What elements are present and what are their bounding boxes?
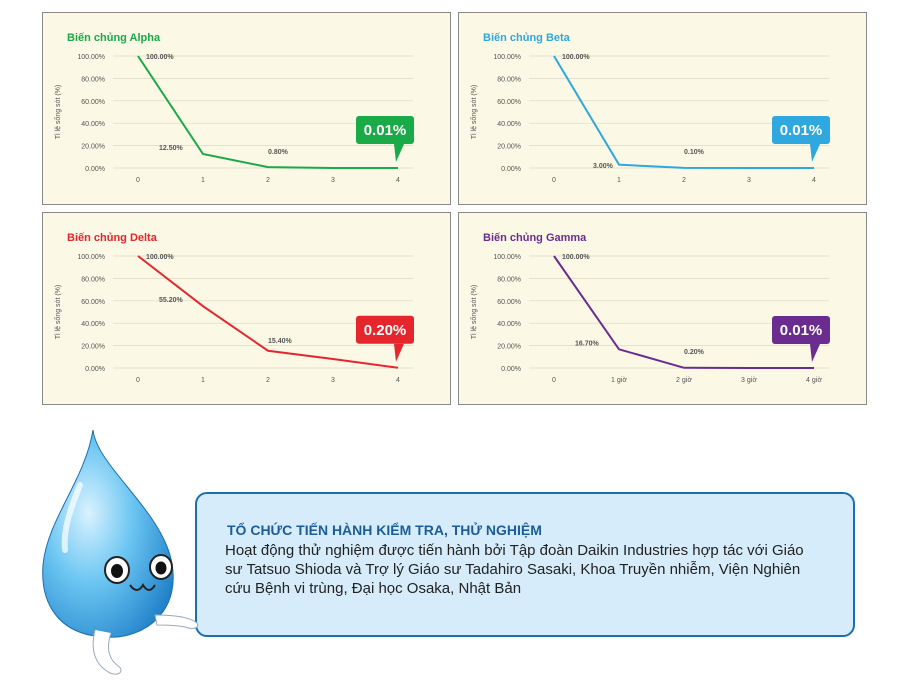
callout-box: [772, 315, 830, 344]
chart-title: Biến chủng Alpha: [67, 32, 161, 44]
callout-label: 0.01%: [364, 122, 407, 139]
x-tick-label: 4: [396, 177, 400, 184]
chart-panel-gamma: Biến chủng Gamma 100.00% 80.00% 60.00% 40.00…: [458, 212, 867, 405]
x-tick-label: 2: [682, 177, 686, 184]
y-tick-label: 100.00%: [493, 254, 521, 261]
x-tick-label: 0: [136, 177, 140, 184]
x-tick-label: 1: [201, 177, 205, 184]
y-tick-label: 40.00%: [81, 121, 105, 128]
y-tick-label: 40.00%: [497, 321, 521, 328]
y-tick-label: 100.00%: [77, 54, 105, 61]
data-label: 0.20%: [684, 349, 705, 356]
y-tick-label: 60.00%: [497, 299, 521, 306]
info-title: TỔ CHỨC TIẾN HÀNH KIỂM TRA, THỬ NGHIỆM: [227, 522, 542, 538]
x-tick-label: 4: [396, 377, 400, 384]
x-tick-label: 1: [617, 177, 621, 184]
x-tick-label: 3: [747, 177, 751, 184]
y-tick-label: 0.00%: [85, 366, 105, 373]
callout-box: [772, 115, 830, 144]
callout-label: 0.01%: [780, 322, 823, 339]
x-tick-label: 2: [266, 377, 270, 384]
data-label: 0.80%: [268, 149, 289, 156]
x-tick-label: 4 giờ: [806, 377, 822, 384]
x-tick-label: 3: [331, 377, 335, 384]
data-label: 0.10%: [684, 149, 705, 156]
data-label: 16.70%: [575, 340, 600, 347]
y-axis-label: Tỉ lệ sống sót (%): [469, 285, 478, 339]
y-tick-label: 80.00%: [497, 76, 521, 83]
y-tick-label: 20.00%: [81, 144, 105, 151]
x-tick-label: 2 giờ: [676, 377, 692, 384]
x-tick-label: 3: [331, 177, 335, 184]
callout-box: [356, 115, 414, 144]
chart-svg: Biến chủng Beta100.00%80.00%60.00%40.00%…: [469, 32, 830, 184]
y-tick-label: 80.00%: [497, 276, 521, 283]
callout-pointer: [810, 343, 820, 362]
info-body: Hoạt động thử nghiệm được tiến hành bởi …: [225, 542, 804, 597]
x-tick-label: 0: [136, 377, 140, 384]
data-label: 55.20%: [159, 297, 184, 304]
y-tick-label: 80.00%: [81, 276, 105, 283]
y-tick-label: 0.00%: [501, 166, 521, 173]
y-tick-label: 0.00%: [501, 366, 521, 373]
data-label: 3.00%: [593, 163, 614, 170]
data-label: 100.00%: [562, 54, 590, 61]
y-tick-label: 20.00%: [497, 144, 521, 151]
chart-panel-alpha: Biến chủng Alpha 100.00% 80.00% 60.00% 40.00…: [42, 12, 451, 205]
y-axis-label: Tỉ lệ sống sót (%): [469, 85, 478, 139]
x-tick-label: 0: [552, 377, 556, 384]
series-line: [553, 55, 815, 169]
callout-pointer: [394, 143, 404, 162]
y-axis-label: Tỉ lệ sống sót (%): [53, 285, 62, 339]
data-label: 15.40%: [268, 338, 293, 345]
callout-pointer: [810, 143, 820, 162]
callout-label: 0.20%: [364, 322, 407, 339]
y-tick-label: 20.00%: [497, 344, 521, 351]
data-label: 12.50%: [159, 145, 184, 152]
y-tick-label: 80.00%: [81, 76, 105, 83]
data-label: 100.00%: [562, 254, 590, 261]
y-tick-label: 40.00%: [497, 121, 521, 128]
x-tick-label: 3 giờ: [741, 377, 757, 384]
x-tick-label: 2: [266, 177, 270, 184]
callout-pointer: [394, 343, 404, 362]
y-axis-label: Tỉ lệ sống sót (%): [53, 85, 62, 139]
chart-svg: Biến chủng Alpha100.00%80.00%60.00%40.00…: [53, 32, 414, 184]
series-line: [553, 255, 815, 369]
callout-label: 0.01%: [780, 122, 823, 139]
chart-title: Biến chủng Gamma: [483, 232, 587, 244]
y-tick-label: 60.00%: [81, 99, 105, 106]
x-tick-label: 0: [552, 177, 556, 184]
chart-title: Biến chủng Beta: [483, 32, 571, 44]
chart-panel-delta: Biến chủng Delta 100.00% 80.00% 60.00% 40.00…: [42, 212, 451, 405]
callout-box: [356, 315, 414, 344]
chart-panel-beta: Biến chủng Beta 100.00% 80.00% 60.00% 40.00%…: [458, 12, 867, 205]
water-drop-mascot-icon: [42, 429, 199, 675]
data-label: 100.00%: [146, 54, 174, 61]
test-info-box: TỔ CHỨC TIẾN HÀNH KIỂM TRA, THỬ NGHIỆM H…: [195, 492, 855, 637]
chart-svg: Biến chủng Gamma 100.00% 80.00% 60.00% 40.00…: [469, 232, 830, 384]
series-line: [137, 55, 399, 169]
y-tick-label: 20.00%: [81, 344, 105, 351]
series-line: [137, 255, 399, 369]
y-tick-label: 100.00%: [77, 254, 105, 261]
y-tick-label: 60.00%: [81, 299, 105, 306]
y-tick-label: 100.00%: [493, 54, 521, 61]
x-tick-label: 1 giờ: [611, 377, 627, 384]
y-tick-label: 40.00%: [81, 321, 105, 328]
chart-title: Biến chủng Delta: [67, 232, 158, 244]
y-tick-label: 0.00%: [85, 166, 105, 173]
chart-svg: Biến chủng Delta100.00%80.00%60.00%40.00…: [53, 232, 414, 384]
y-tick-label: 60.00%: [497, 99, 521, 106]
x-tick-label: 1: [201, 377, 205, 384]
data-label: 100.00%: [146, 254, 174, 261]
x-tick-label: 4: [812, 177, 816, 184]
